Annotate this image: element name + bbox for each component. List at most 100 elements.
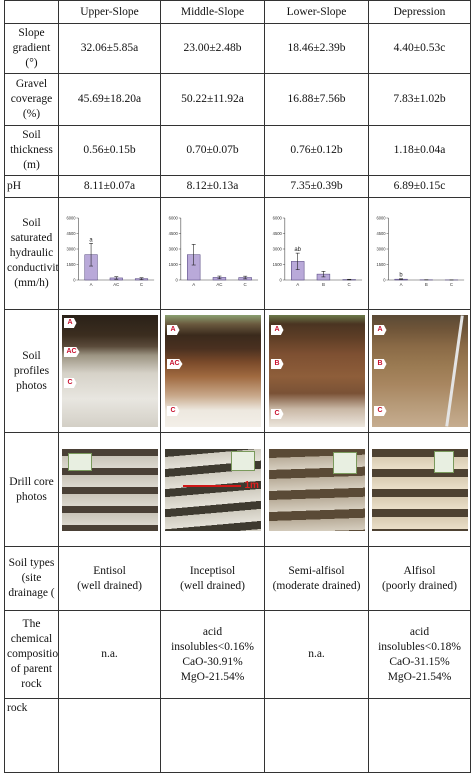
sample-sign [433,450,454,473]
soil-type-name: Alfisol [403,564,436,577]
horizon-label: AC [166,359,183,369]
core-cell [264,432,369,547]
drill-core-photo-upper-slope [61,448,158,531]
y-tick-label: 6000 [67,216,77,221]
value-cell: 45.69±18.20a [58,73,161,126]
soil-profile-photo-depression: A B C [371,315,468,427]
header-blank [4,0,59,24]
y-tick-label: 6000 [169,216,179,221]
x-tick-label: C [244,282,248,287]
significance-letter: ab [294,247,301,253]
significance-letter: a [89,237,93,243]
y-tick-label: 0 [176,278,179,283]
gravel-coverage-label: Gravel coverage (%) [4,73,59,126]
profile-cell: A B C [264,309,369,433]
soil-profile-photo-upper-slope: A AC C [61,315,158,427]
ph-label: pH [4,175,59,198]
significance-letter: b [399,273,403,279]
soil-type-name: Semi-alfisol [288,564,345,577]
chemistry-value: MgO-21.54% [180,670,245,683]
soil-types-label: Soil types (site drainage ( [4,546,59,611]
y-tick-label: 4500 [273,231,283,236]
horizon-label: AC [63,347,80,357]
chemistry-label: The chemical composition of parent rock [4,610,59,699]
soil-type-name: Inceptisol [189,564,236,577]
x-tick-label: C [140,282,144,287]
ksat-row: Soil saturated hydraulic conductivity (m… [4,197,471,310]
y-tick-label: 1500 [169,262,179,267]
value-cell: 0.76±0.12b [264,125,369,176]
value-cell: 8.11±0.07a [58,175,161,198]
cores-row: Drill core photos 1m [4,432,471,547]
value-cell: 23.00±2.48b [160,23,265,74]
core-cell [368,432,471,547]
value-cell: 8.12±0.13a [160,175,265,198]
cores-label: Drill core photos [4,432,59,547]
chemistry-cell: n.a. [264,610,369,699]
y-tick-label: 3000 [273,247,283,252]
empty-cell [264,698,369,773]
profile-cell: A B C [368,309,471,433]
value-cell: 50.22±11.92a [160,73,265,126]
soil-drainage: (well drained) [77,579,142,592]
chemistry-cell: n.a. [58,610,161,699]
header-lower-slope: Lower-Slope [264,0,369,24]
soil-type-cell: Semi-alfisol (moderate drained) [264,546,369,611]
ksat-chart-lower-slope: 0 1500 3000 4500 6000 ab A B C [273,216,363,287]
horizon-label: A [63,318,77,328]
value-cell: 7.35±0.39b [264,175,369,198]
x-tick-label: AC [216,282,223,287]
x-tick-label: C [348,282,352,287]
soil-thickness-label: Soil thickness (m) [4,125,59,176]
x-tick-label: A [192,282,195,287]
sample-sign [67,452,92,471]
soil-drainage: (moderate drained) [272,579,361,592]
chemistry-cell: acid insolubles<0.16% CaO-30.91% MgO-21.54… [160,610,265,699]
x-tick-label: C [450,282,454,287]
horizon-label: B [270,359,284,369]
ksat-label: Soil saturated hydraulic conductivity (m… [4,197,59,310]
core-cell: 1m [160,432,265,547]
chemistry-value: acid insolubles<0.16% [171,625,254,653]
header-middle-slope: Middle-Slope [160,0,265,24]
value-cell: 32.06±5.85a [58,23,161,74]
y-tick-label: 3000 [67,247,77,252]
value-cell: 4.40±0.53c [368,23,471,74]
soil-types-row: Soil types (site drainage ( Entisol (well… [4,546,471,611]
soil-profile-photo-lower-slope: A B C [268,315,365,427]
soil-type-cell: Alfisol (poorly drained) [368,546,471,611]
chemistry-row: The chemical composition of parent rock … [4,610,471,699]
horizon-label: A [373,325,387,335]
value-cell: 1.18±0.04a [368,125,471,176]
value-cell: 7.83±1.02b [368,73,471,126]
rock-label: rock [4,698,59,773]
profile-cell: A AC C [160,309,265,433]
y-tick-label: 6000 [273,216,283,221]
y-tick-label: 1500 [273,262,283,267]
ksat-chart-cell: 0 1500 3000 4500 6000 b A B C [368,197,471,310]
x-tick-label: A [296,282,299,287]
y-tick-label: 4500 [67,231,77,236]
x-tick-label: AC [113,282,120,287]
y-tick-label: 0 [383,278,386,283]
chemistry-value: MgO-21.54% [387,670,452,683]
ksat-chart-cell: 0 1500 3000 4500 6000 A AC C [160,197,265,310]
soil-drainage: (poorly drained) [381,579,458,592]
horizon-label: C [63,378,77,388]
rock-row: rock [4,698,471,773]
empty-cell [58,698,161,773]
soil-type-cell: Inceptisol (well drained) [160,546,265,611]
header-depression: Depression [368,0,471,24]
drill-core-photo-depression [371,448,468,531]
soil-profile-photo-middle-slope: A AC C [164,315,261,427]
value-cell: 6.89±0.15c [368,175,471,198]
chemistry-cell: acid insolubles<0.18% CaO-31.15% MgO-21.54… [368,610,471,699]
sample-sign [230,450,255,471]
empty-cell [160,698,265,773]
ph-row: pH 8.11±0.07a 8.12±0.13a 7.35±0.39b 6.89… [4,175,471,198]
sample-sign [332,451,357,474]
soil-properties-table: Upper-Slope Middle-Slope Lower-Slope Dep… [4,0,471,773]
drill-core-photo-lower-slope [268,448,365,531]
value-cell: 18.46±2.39b [264,23,369,74]
